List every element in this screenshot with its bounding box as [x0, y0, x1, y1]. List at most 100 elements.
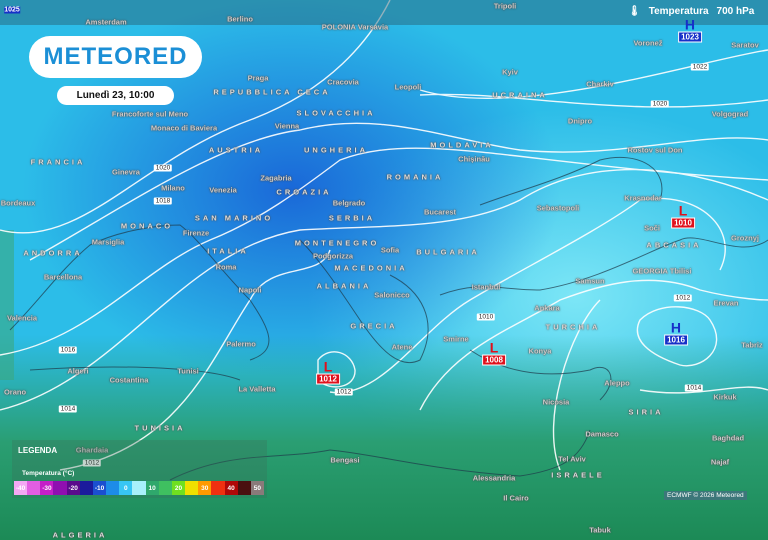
color-scale-step — [106, 481, 120, 495]
city-label: Roma — [215, 262, 237, 272]
isobar-label: 1018 — [153, 197, 173, 205]
city-label: AUSTRIA — [208, 145, 264, 155]
city-label: Baghdad — [711, 433, 745, 443]
city-label: Il Cairo — [503, 493, 529, 503]
color-scale-step: 0 — [119, 481, 133, 495]
pressure-type: H — [670, 319, 682, 336]
city-label: SIRIA — [628, 407, 664, 417]
city-label: Tabriz — [741, 340, 763, 350]
pressure-value: 1008 — [482, 354, 506, 366]
city-label: Konya — [528, 346, 552, 356]
city-label: Francoforte sul Meno — [111, 109, 189, 119]
meteored-logo[interactable]: METEORED — [29, 36, 202, 78]
city-label: Ginevra — [112, 167, 140, 177]
isobar-label: 1014 — [684, 384, 704, 392]
color-scale-step — [158, 481, 172, 495]
color-scale-step — [211, 481, 225, 495]
city-label: Istanbul — [471, 282, 501, 292]
city-label: Podgorizza — [312, 251, 354, 261]
city-label: Dnipro — [567, 116, 593, 126]
city-label: REPUBBLICA CECA — [213, 87, 331, 97]
city-label: MOLDAVIA — [430, 140, 494, 150]
city-label: ALGERIA — [52, 530, 108, 540]
isobar-label: 1020 — [153, 164, 173, 172]
high-pressure-center: H 1016 — [664, 321, 688, 346]
color-scale-step: 50 — [250, 481, 264, 495]
city-label: Alessandria — [472, 473, 516, 483]
legend: LEGENDA Temperatura (°C) -40 -30 -20 -10 0 10… — [12, 440, 267, 498]
city-label: SLOVACCHIA — [296, 108, 376, 118]
top-bar — [0, 0, 768, 25]
city-label: Ghardaia — [75, 445, 109, 455]
city-label: Sofia — [380, 245, 400, 255]
city-label: SERBIA — [328, 213, 376, 223]
pressure-value: 1016 — [664, 334, 688, 346]
city-label: Bordeaux — [0, 198, 36, 208]
city-label: Samsun — [575, 276, 605, 286]
city-label: FRANCIA — [30, 157, 86, 167]
pressure-level: 700 hPa — [716, 6, 755, 17]
coastlines — [9, 156, 768, 481]
city-label: Sebastopoli — [536, 203, 580, 213]
city-label: Palermo — [226, 339, 256, 349]
city-label: Venezia — [209, 185, 237, 195]
isobar-label: 1022 — [690, 63, 710, 71]
city-label: Zagabria — [260, 173, 292, 183]
city-label: Marsiglia — [91, 237, 125, 247]
pressure-type: L — [323, 358, 333, 375]
city-label: Damasco — [585, 429, 619, 439]
city-label: Smirne — [443, 334, 469, 344]
city-label: Ankara — [534, 303, 560, 313]
high-pressure-center: H 1023 — [678, 18, 702, 43]
city-label: Amsterdam — [85, 17, 127, 27]
city-label: POLONIA Varsavia — [321, 22, 389, 32]
city-label: Charkiv — [586, 79, 614, 89]
city-label: Atene — [391, 342, 413, 352]
color-scale-step: 30 — [198, 481, 212, 495]
city-label: GRECIA — [350, 321, 398, 331]
city-label: Firenze — [182, 228, 210, 238]
city-label: Kirkuk — [713, 392, 737, 402]
color-scale: -40 -30 -20 -10 0 10 20 30 40 50 — [14, 481, 264, 495]
city-label: La Valletta — [238, 384, 276, 394]
city-label: SAN MARINO — [194, 213, 274, 223]
color-scale-step — [132, 481, 146, 495]
pressure-label: 1025 — [4, 6, 20, 14]
city-label: Tel Aviv — [558, 454, 586, 464]
city-label: Cracovia — [327, 77, 359, 87]
pressure-value: 1012 — [316, 373, 340, 385]
city-label: BULGARIA — [416, 247, 480, 257]
city-label: Barcellona — [43, 272, 83, 282]
city-label: Belgrado — [332, 198, 366, 208]
city-label: Salonicco — [374, 290, 410, 300]
city-label: Krasnodar — [624, 193, 662, 203]
city-label: ALBANIA — [316, 281, 372, 291]
city-label: Saratov — [731, 40, 759, 50]
color-scale-step: 20 — [171, 481, 186, 495]
city-label: ROMANIA — [386, 172, 444, 182]
city-label: CROAZIA — [276, 187, 332, 197]
city-label: UNGHERIA — [303, 145, 369, 155]
color-scale-step — [27, 481, 41, 495]
city-label: Rostov sul Don — [627, 145, 683, 155]
forecast-datetime[interactable]: Lunedì 23, 10:00 — [57, 86, 174, 105]
city-label: Praga — [247, 73, 269, 83]
variable-label: Temperatura — [648, 6, 709, 17]
pressure-type: H — [684, 16, 696, 33]
isobar-label: 1012 — [334, 388, 354, 396]
city-label: ITALIA — [207, 246, 249, 256]
city-label: Vienna — [274, 121, 300, 131]
isobar-label: 1010 — [476, 313, 496, 321]
pressure-type: L — [678, 202, 688, 219]
color-scale-step: 10 — [145, 481, 159, 495]
variable-selector[interactable]: 🌡 Temperatura 700 hPa — [628, 6, 754, 17]
city-label: Kyiv — [502, 67, 518, 77]
city-label: Orano — [3, 387, 27, 397]
city-label: MACEDONIA — [334, 263, 408, 273]
city-label: Leopoli — [394, 82, 422, 92]
city-label: TURCHIA — [545, 322, 601, 332]
isobar-label: 1012 — [82, 459, 102, 467]
pressure-value: 1023 — [678, 31, 702, 43]
city-label: TUNISIA — [134, 423, 186, 433]
